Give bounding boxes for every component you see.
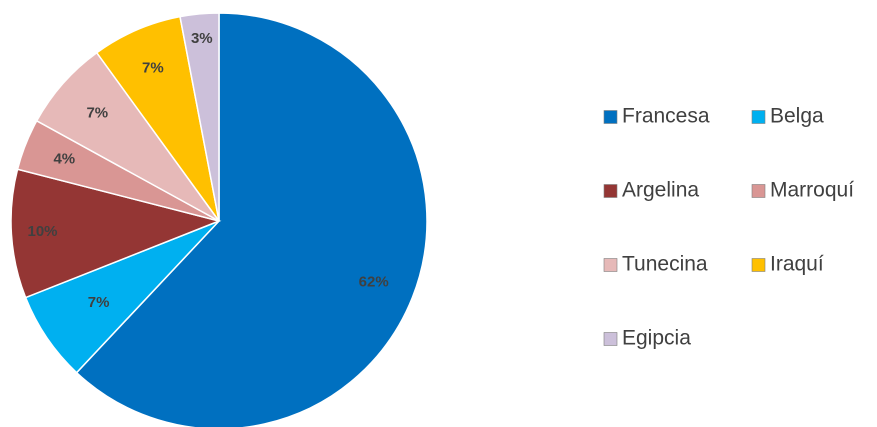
data-label-argelina: 10% [27,223,57,240]
legend-item-egipcia: Egipcia [603,327,691,350]
legend-label: Egipcia [622,327,691,350]
legend-label: Argelina [622,179,699,202]
legend-label: Iraquí [770,253,824,276]
legend-label: Tunecina [622,253,708,276]
legend: Francesa Belga Argelina Marroquí Tunecina Ira… [603,105,854,350]
legend-item-francesa: Francesa [603,105,710,128]
data-label-egipcia: 3% [191,30,213,47]
pie-slice-francesa [75,12,428,427]
pie-data-labels: 62% 7% 10% 4% 7% 7% 3% [27,30,388,311]
legend-swatch [603,110,618,124]
data-label-tunecina: 7% [86,105,108,122]
legend-item-argelina: Argelina [603,179,699,202]
data-label-iraqui: 7% [142,59,164,76]
data-label-belga: 7% [88,294,110,311]
legend-swatch [603,184,618,198]
legend-item-tunecina: Tunecina [603,253,708,276]
legend-swatch [751,258,766,272]
pie-slices [10,12,428,427]
data-label-marroqui: 4% [53,151,75,168]
legend-swatch [603,258,618,272]
legend-label: Belga [770,105,824,128]
legend-item-belga: Belga [751,105,824,128]
data-label-francesa: 62% [359,273,389,290]
legend-item-marroqui: Marroquí [751,179,854,202]
legend-swatch [751,184,766,198]
legend-swatch [751,110,766,124]
pie-slice-argelina [10,168,222,299]
pie-slice-egipcia [179,12,220,222]
legend-label: Francesa [622,105,710,128]
legend-label: Marroquí [770,179,854,202]
legend-swatch [603,332,618,346]
legend-item-iraqui: Iraquí [751,253,824,276]
